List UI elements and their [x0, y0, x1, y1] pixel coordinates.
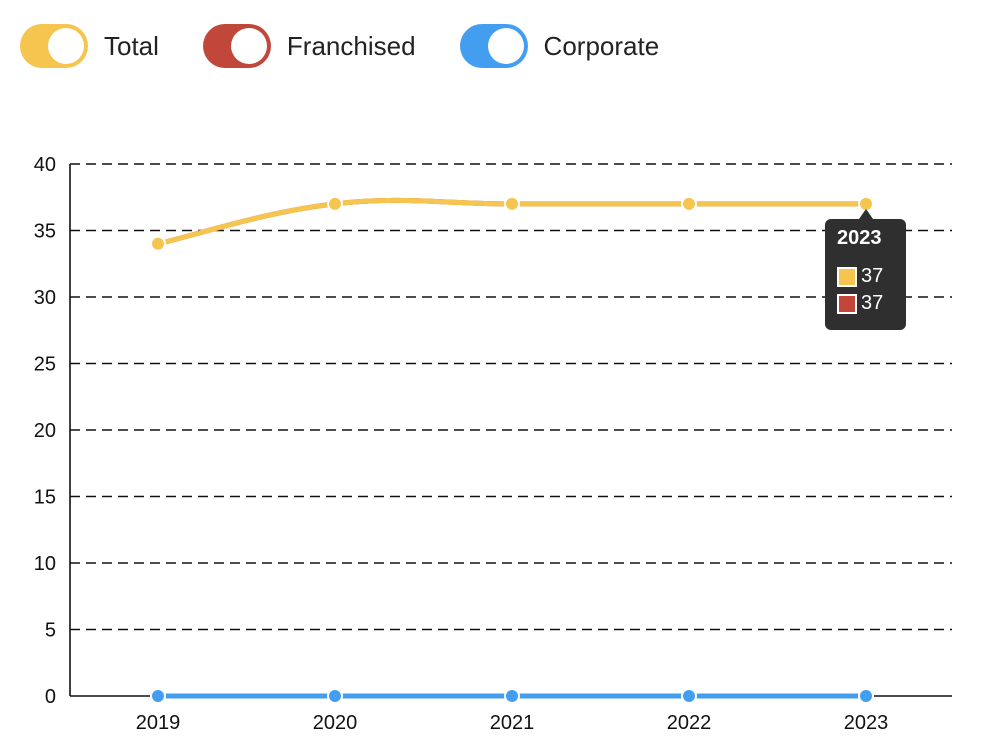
data-point-corporate — [504, 688, 520, 704]
y-tick-label: 35 — [34, 221, 56, 243]
x-tick-label: 2020 — [313, 712, 358, 734]
y-tick-label: 0 — [45, 686, 56, 708]
x-tick-label: 2023 — [844, 712, 889, 734]
y-tick-label: 10 — [34, 553, 56, 575]
chart-legend: Total Franchised Corporate — [20, 24, 703, 68]
data-point-total — [327, 195, 343, 212]
legend-item-corporate[interactable]: Corporate — [459, 24, 660, 68]
data-point-corporate — [858, 688, 874, 704]
legend-label-franchised: Franchised — [286, 30, 416, 61]
legend-label-corporate: Corporate — [543, 30, 660, 61]
legend-item-franchised[interactable]: Franchised — [202, 24, 416, 68]
legend-toggle-franchised[interactable] — [202, 24, 271, 68]
data-point-total — [150, 235, 166, 252]
data-point-corporate — [150, 688, 166, 704]
data-point-corporate — [327, 688, 343, 704]
tooltip-row-franchised: 37 — [837, 292, 883, 315]
data-tooltip: 2023 37 37 — [825, 209, 906, 330]
y-tick-label: 5 — [45, 620, 56, 642]
y-tick-label: 30 — [34, 287, 56, 309]
x-tick-label: 2022 — [667, 712, 712, 734]
legend-toggle-total[interactable] — [20, 24, 88, 68]
y-tick-label: 25 — [34, 354, 56, 376]
data-point-corporate — [681, 688, 697, 704]
legend-item-total[interactable]: Total — [20, 24, 159, 68]
tooltip-value-franchised: 37 — [861, 292, 884, 314]
y-tick-label: 40 — [34, 154, 56, 176]
tooltip-value-total: 37 — [861, 265, 884, 287]
legend-toggle-corporate[interactable] — [459, 24, 528, 68]
data-point-total — [504, 195, 520, 212]
tooltip-swatch-franchised — [837, 293, 857, 314]
legend-label-total: Total — [104, 30, 159, 61]
x-tick-label: 2021 — [490, 712, 535, 734]
y-tick-label: 15 — [34, 487, 56, 509]
tooltip-title: 2023 — [837, 227, 882, 249]
data-point-total — [681, 195, 697, 212]
tooltip-row-total: 37 — [837, 265, 883, 288]
y-tick-label: 20 — [34, 420, 56, 442]
tooltip-swatch-total — [837, 266, 857, 287]
toggle-knob — [487, 28, 524, 64]
x-tick-label: 2019 — [136, 712, 181, 734]
toggle-knob — [230, 28, 267, 64]
toggle-knob — [48, 28, 84, 64]
